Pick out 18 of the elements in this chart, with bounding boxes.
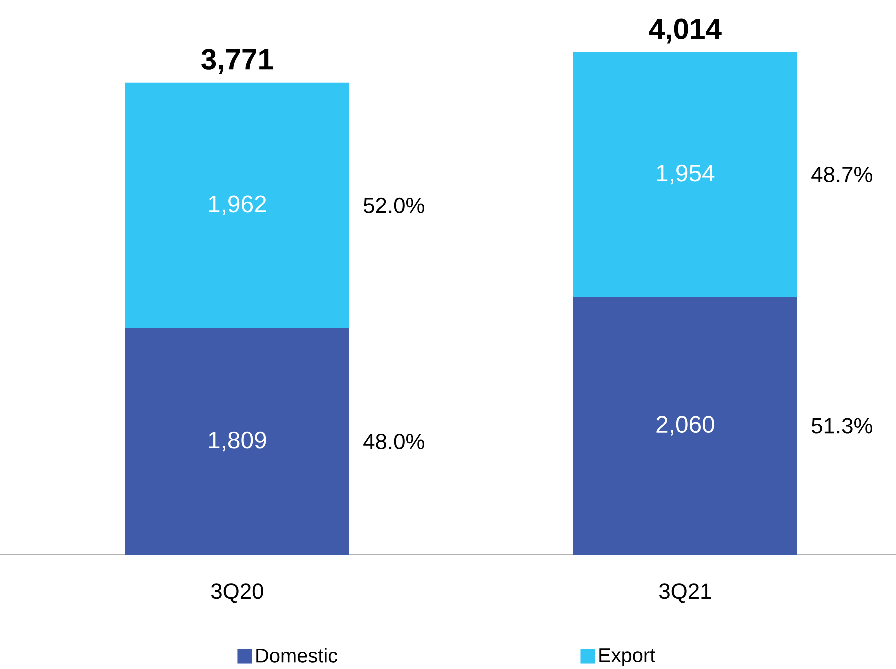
x-tick-label: 3Q20 [211, 584, 264, 604]
x-tick-label: 3Q21 [659, 584, 712, 604]
annotation: 52.0% [364, 198, 424, 214]
bar [125, 328, 350, 555]
legend-label: Domestic [256, 648, 338, 663]
data-label: 1,962 [209, 196, 266, 216]
legend-label: Export [600, 648, 656, 666]
total-label: 3,771 [202, 49, 274, 74]
annotation: 51.3% [812, 418, 872, 434]
data-label: 2,060 [656, 416, 714, 436]
bar [573, 52, 798, 298]
bar [573, 297, 798, 555]
total-label: 4,014 [649, 18, 722, 44]
annotation: 48.0% [364, 434, 424, 450]
data-label: 1,809 [209, 432, 266, 452]
annotation: 48.7% [812, 166, 872, 182]
data-label: 1,954 [657, 164, 715, 185]
bar [125, 82, 350, 328]
